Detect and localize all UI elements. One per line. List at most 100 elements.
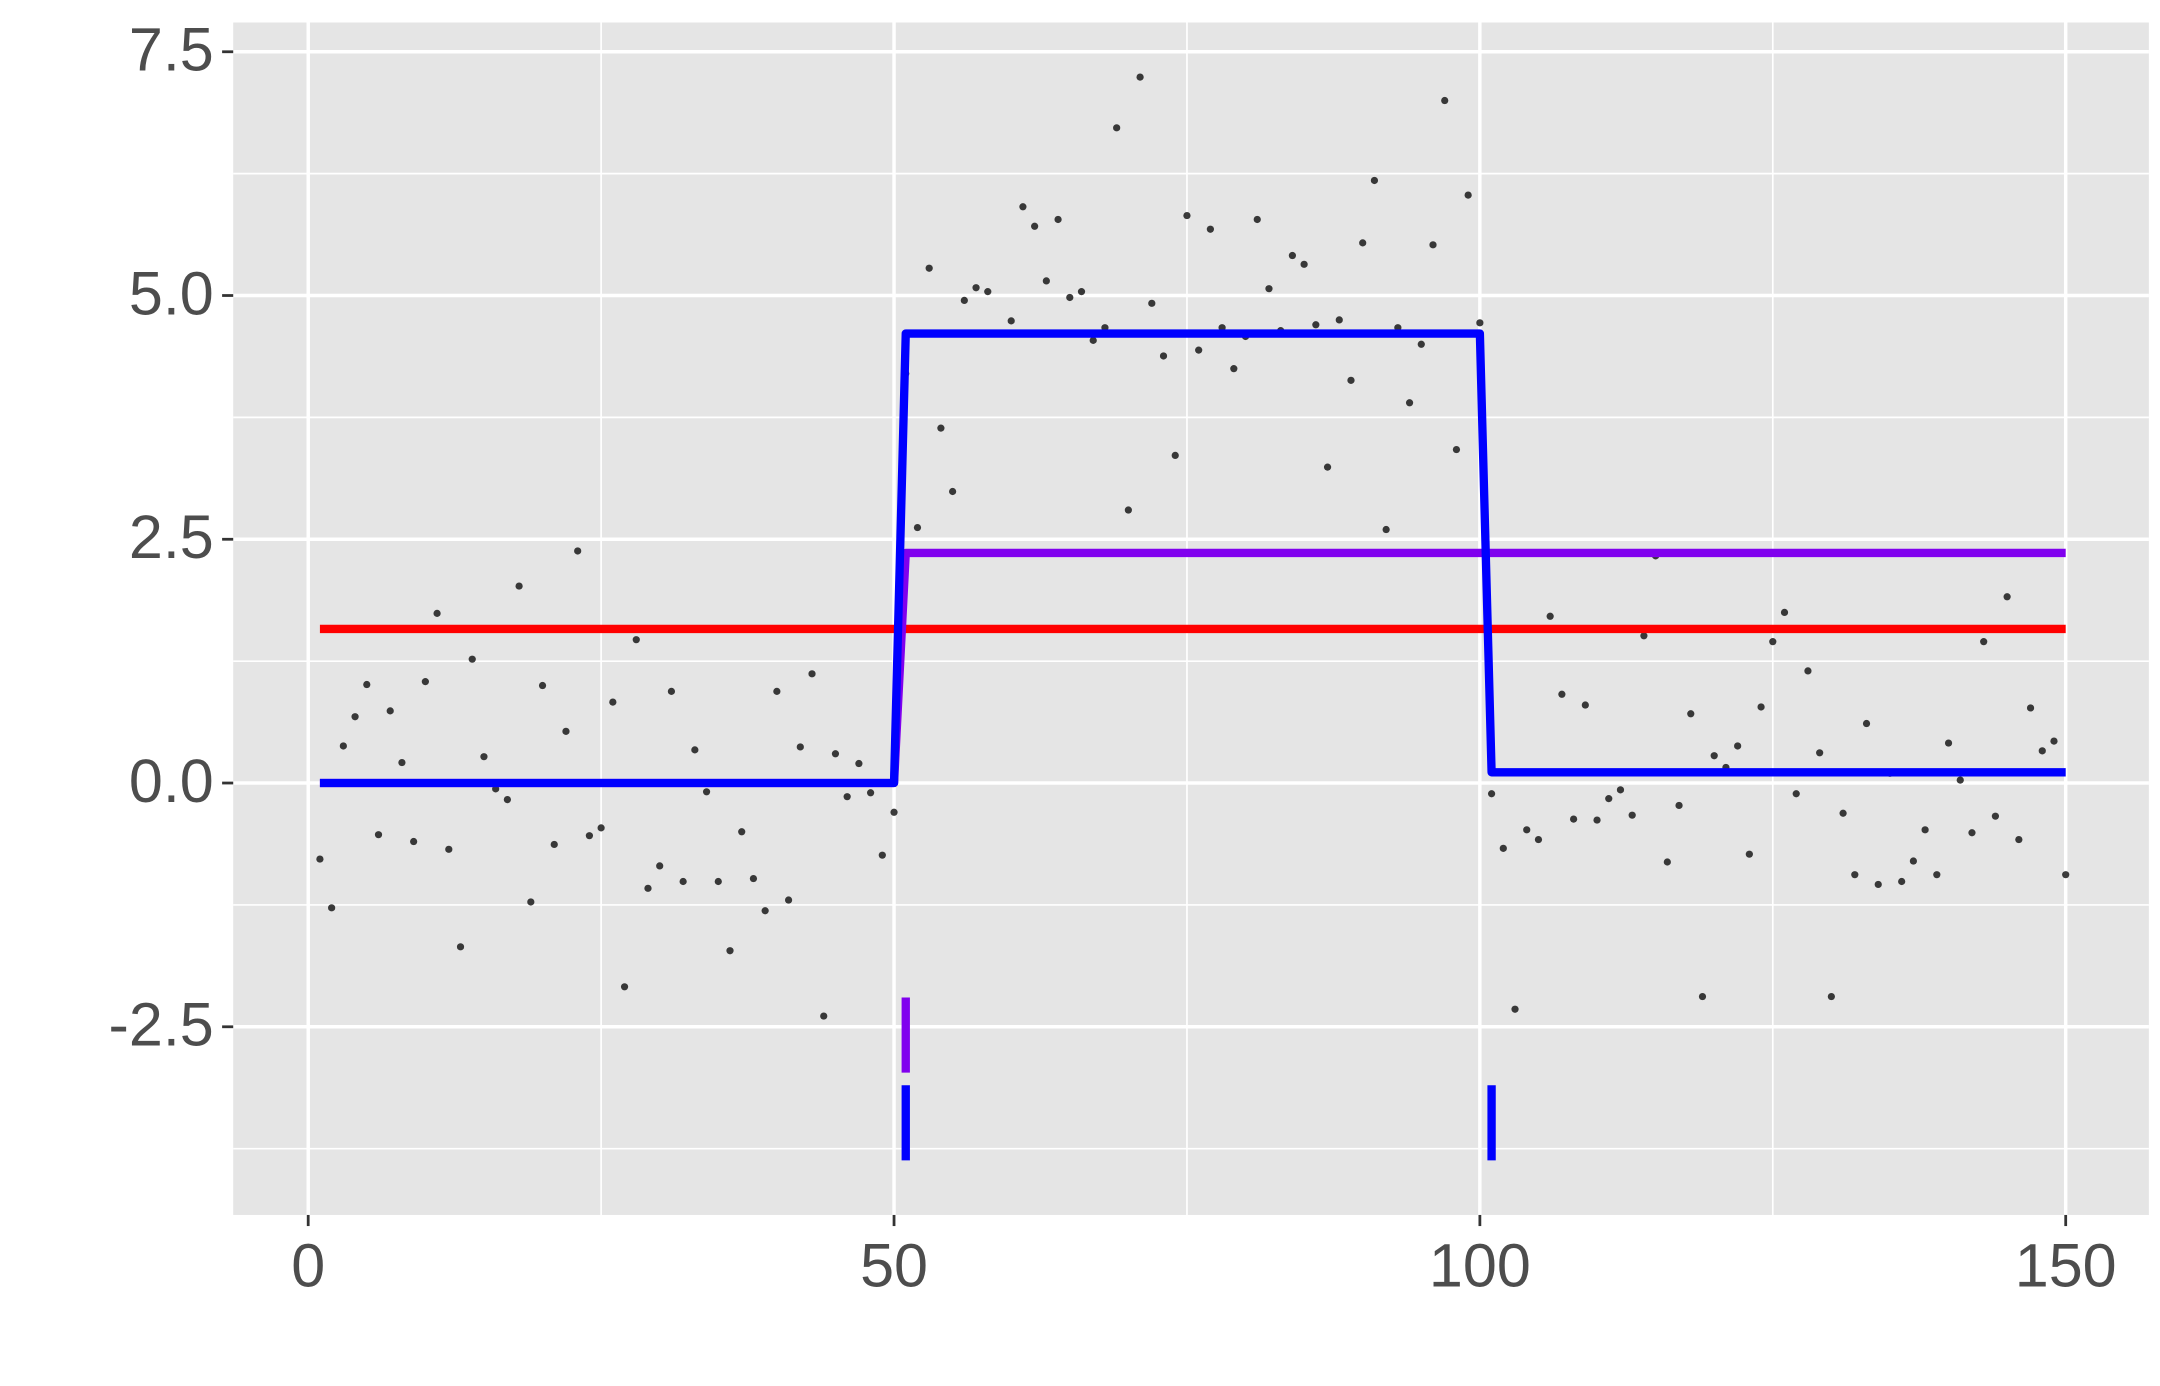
point — [1511, 1005, 1519, 1013]
point — [1523, 826, 1531, 834]
point — [1183, 211, 1191, 220]
y-tick-label: -2.5 — [109, 991, 214, 1059]
point — [972, 284, 980, 292]
x-tick-label: 100 — [1429, 1232, 1531, 1300]
point — [1323, 463, 1332, 471]
point — [585, 832, 594, 840]
point — [363, 680, 371, 689]
point — [1687, 710, 1695, 718]
point — [831, 750, 840, 758]
point — [1359, 239, 1367, 247]
point — [1816, 749, 1824, 757]
panel-background — [233, 22, 2149, 1215]
y-tick-label: 0.0 — [129, 747, 214, 815]
point — [468, 655, 476, 663]
point — [1663, 858, 1671, 866]
point — [1370, 176, 1379, 185]
point — [960, 296, 968, 304]
point — [550, 840, 558, 849]
point — [1851, 871, 1859, 879]
y-tick-label: 2.5 — [129, 503, 214, 571]
point — [1628, 811, 1636, 819]
point — [679, 877, 687, 886]
point — [1546, 612, 1554, 620]
x-tick-label: 150 — [2015, 1232, 2117, 1300]
point — [1441, 96, 1449, 105]
point — [1382, 525, 1390, 534]
point — [761, 907, 769, 915]
point — [1593, 816, 1601, 824]
point — [1792, 790, 1800, 798]
point — [1031, 222, 1039, 230]
point — [1769, 638, 1777, 646]
point — [1007, 317, 1015, 325]
point — [1898, 877, 1906, 886]
point — [1581, 701, 1589, 709]
point — [574, 547, 582, 555]
point — [714, 877, 722, 886]
point — [1452, 445, 1461, 454]
point — [843, 793, 851, 801]
point — [1265, 285, 1273, 293]
point — [1675, 801, 1683, 810]
point — [1804, 667, 1812, 675]
point — [445, 845, 453, 853]
point — [503, 795, 511, 804]
point — [410, 837, 418, 846]
point — [1780, 608, 1789, 617]
point — [1476, 319, 1484, 327]
point — [773, 687, 781, 695]
point — [1347, 376, 1355, 384]
point — [480, 753, 488, 761]
point — [1558, 690, 1566, 698]
point — [515, 582, 523, 590]
point — [2050, 737, 2058, 745]
point — [339, 742, 347, 750]
point — [1968, 829, 1976, 837]
point — [855, 759, 863, 768]
point — [738, 828, 746, 836]
point — [1124, 506, 1132, 514]
point — [609, 698, 617, 706]
point — [1839, 809, 1847, 817]
point — [316, 855, 324, 863]
point — [562, 727, 570, 735]
point — [527, 898, 535, 906]
x-tick-label: 0 — [291, 1232, 325, 1300]
point — [1569, 815, 1578, 823]
point — [984, 288, 992, 296]
point — [1710, 752, 1718, 760]
fit-line — [319, 329, 2066, 788]
point — [796, 743, 804, 751]
point — [421, 678, 429, 686]
point — [866, 789, 875, 797]
point — [1640, 632, 1648, 640]
point — [632, 636, 640, 644]
x-tick-label: 50 — [860, 1232, 928, 1300]
point — [808, 670, 816, 678]
point — [1113, 124, 1121, 132]
point — [1300, 260, 1308, 268]
point — [1616, 786, 1625, 794]
point — [1734, 742, 1742, 750]
point — [1429, 241, 1437, 249]
point — [1066, 293, 1074, 302]
point — [913, 523, 922, 532]
point — [2038, 747, 2046, 755]
point — [1312, 321, 1320, 329]
point — [1171, 451, 1179, 460]
point — [1148, 299, 1156, 307]
point — [1980, 638, 1988, 646]
point — [1206, 225, 1214, 233]
point — [1534, 835, 1543, 844]
point — [1077, 288, 1086, 296]
point — [1042, 277, 1050, 285]
point — [937, 424, 945, 432]
point — [2015, 835, 2023, 844]
point — [726, 947, 734, 955]
point — [1230, 365, 1238, 373]
point — [1019, 203, 1027, 211]
point — [1745, 850, 1753, 858]
